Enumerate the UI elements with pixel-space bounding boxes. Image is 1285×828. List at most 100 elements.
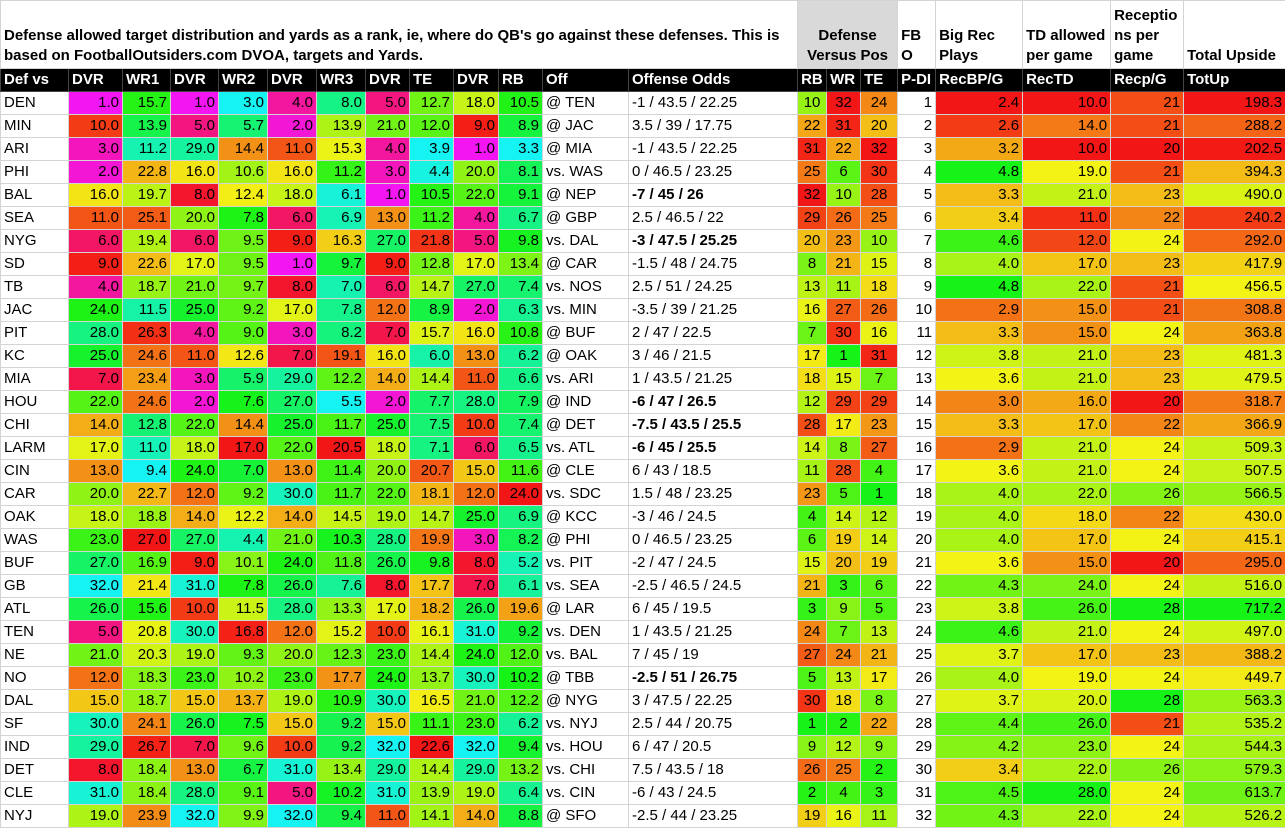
cell: -1.5 / 48 / 24.75	[627, 252, 799, 276]
cell: 6.7	[218, 758, 268, 782]
cell: 25.0	[170, 298, 219, 322]
description: Defense allowed target distribution and …	[0, 0, 799, 69]
cell: 4.3	[935, 574, 1024, 598]
cell: 21.4	[122, 574, 171, 598]
cell: 12.0	[68, 666, 123, 690]
cell: 11	[797, 459, 828, 483]
cell: 9.1	[218, 781, 268, 805]
cell: 23.0	[267, 666, 317, 690]
cell: 5.0	[365, 91, 410, 115]
cell: 30	[897, 758, 937, 782]
cell: GB	[0, 574, 69, 598]
cell: 7	[826, 620, 862, 644]
column-header: RecTD	[1022, 68, 1112, 92]
cell: 8.0	[453, 551, 499, 575]
cell: 20	[1110, 390, 1185, 414]
cell: 12.4	[218, 183, 268, 207]
cell: @ KCC	[542, 505, 629, 529]
cell: 8	[860, 689, 899, 713]
cell: 4.0	[935, 252, 1024, 276]
cell: 21.0	[1022, 183, 1112, 207]
data-row: SD 9.0 22.6 17.0 9.5 1.0 9.7 9.0 12.8 17.0 13.4 @ C…	[0, 252, 1285, 276]
cell: 1	[897, 91, 937, 115]
cell: 26.7	[122, 735, 171, 759]
cell: 8.2	[498, 528, 543, 552]
cell: 6.0	[365, 275, 410, 299]
cell: 32	[897, 804, 937, 828]
cell: 19.9	[409, 528, 454, 552]
cell: vs. ARI	[542, 367, 629, 391]
cell: 1.0	[453, 137, 499, 161]
cell: 20.0	[453, 160, 499, 184]
cell: 18.0	[170, 436, 219, 460]
cell: 16	[897, 436, 937, 460]
cell: 366.9	[1183, 413, 1285, 437]
cell: 23	[897, 597, 937, 621]
cell: 7.0	[170, 735, 219, 759]
cell: 4.0	[935, 482, 1024, 506]
cell: 6	[826, 160, 862, 184]
cell: 31.0	[68, 781, 123, 805]
cell: 8.0	[170, 183, 219, 207]
cell: 21	[1110, 298, 1185, 322]
cell: vs. CHI	[542, 758, 629, 782]
cell: @ PHI	[542, 528, 629, 552]
cell: 11	[860, 804, 899, 828]
group-header: FBO	[897, 0, 937, 69]
cell: 26.0	[1022, 597, 1112, 621]
cell: PHI	[0, 160, 69, 184]
data-row: LARM 17.0 11.0 18.0 17.0 22.0 20.5 18.0 7.1 6.0 6.…	[0, 436, 1285, 460]
cell: 22.0	[1022, 758, 1112, 782]
cell: 12.7	[409, 91, 454, 115]
data-row: BAL 16.0 19.7 8.0 12.4 18.0 6.1 1.0 10.5 22.0 9.1 @…	[0, 183, 1285, 207]
cell: 9.0	[267, 229, 317, 253]
cell: 10	[860, 229, 899, 253]
group-header: Receptions per game	[1110, 0, 1185, 69]
cell: 12.3	[316, 643, 366, 667]
cell: 18.4	[122, 758, 171, 782]
cell: 17.7	[316, 666, 366, 690]
cell: 27.0	[170, 528, 219, 552]
cell: 25	[860, 206, 899, 230]
cell: 509.3	[1183, 436, 1285, 460]
cell: 24	[1110, 321, 1185, 345]
cell: SF	[0, 712, 69, 736]
cell: 26	[826, 206, 862, 230]
column-header: WR1	[122, 68, 171, 92]
cell: 16.0	[365, 344, 410, 368]
data-row: KC 25.0 24.6 11.0 12.6 7.0 19.1 16.0 6.0 13.0 6.2 @…	[0, 344, 1285, 368]
data-row: OAK 18.0 18.8 14.0 12.2 14.0 14.5 19.0 14.7 25.0 6…	[0, 505, 1285, 529]
group-header: Big Rec Plays	[935, 0, 1024, 69]
cell: NYG	[0, 229, 69, 253]
cell: 7.4	[498, 413, 543, 437]
cell: 5.2	[498, 551, 543, 575]
cell: 32	[797, 183, 828, 207]
cell: 9.1	[498, 183, 543, 207]
cell: NE	[0, 643, 69, 667]
cell: 15.6	[122, 597, 171, 621]
cell: 24	[897, 620, 937, 644]
cell: 17	[797, 344, 828, 368]
cell: 21	[797, 574, 828, 598]
cell: -2.5 / 51 / 26.75	[627, 666, 799, 690]
cell: 24	[1110, 781, 1185, 805]
cell: 4.6	[935, 229, 1024, 253]
cell: 308.8	[1183, 298, 1285, 322]
cell: 3.3	[498, 137, 543, 161]
cell: 22	[826, 137, 862, 161]
cell: 22.0	[1022, 275, 1112, 299]
cell: 12.6	[218, 344, 268, 368]
cell: 30.0	[267, 482, 317, 506]
cell: 10.0	[1022, 137, 1112, 161]
cell: 202.5	[1183, 137, 1285, 161]
cell: 7.0	[267, 344, 317, 368]
cell: 18.0	[267, 183, 317, 207]
cell: 30.0	[365, 689, 410, 713]
cell: 9.0	[68, 252, 123, 276]
cell: 17.0	[267, 298, 317, 322]
cell: 3	[826, 574, 862, 598]
cell: 14.4	[218, 137, 268, 161]
cell: 7.4	[498, 275, 543, 299]
cell: 4.0	[935, 666, 1024, 690]
